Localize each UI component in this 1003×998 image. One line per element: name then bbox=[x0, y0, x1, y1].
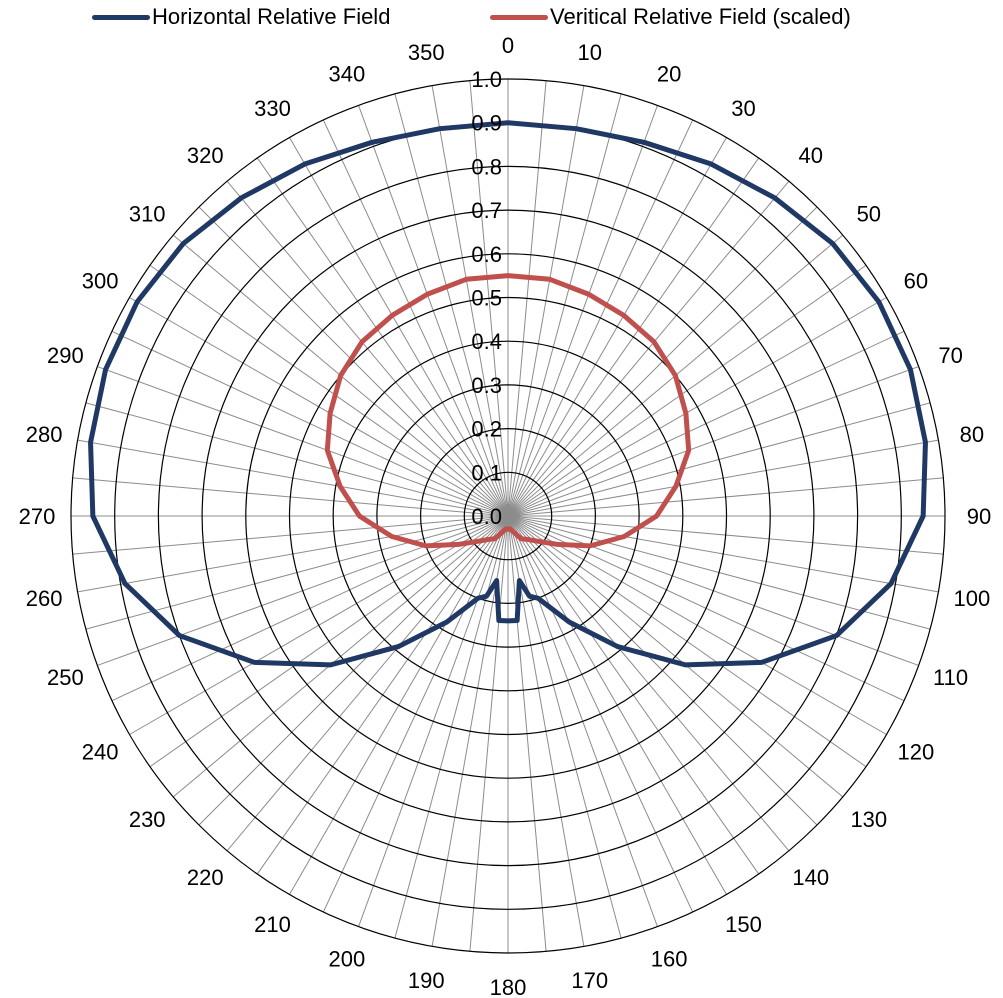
angle-label-100: 100 bbox=[953, 586, 990, 611]
grid-ring-1 bbox=[463, 471, 553, 561]
angle-label-30: 30 bbox=[731, 96, 755, 121]
radial-tick-label-1: 0.1 bbox=[471, 460, 502, 485]
legend-label-vertical: Veritical Relative Field (scaled) bbox=[550, 4, 851, 29]
angle-label-160: 160 bbox=[651, 947, 688, 972]
angle-label-90: 90 bbox=[967, 504, 991, 529]
angle-label-20: 20 bbox=[657, 61, 681, 86]
legend-item-vertical: Veritical Relative Field (scaled) bbox=[490, 4, 851, 30]
radial-tick-label-2: 0.2 bbox=[471, 417, 502, 442]
grid-ring-4 bbox=[332, 340, 684, 692]
legend-swatch-horizontal bbox=[92, 14, 150, 20]
angle-label-150: 150 bbox=[725, 912, 762, 937]
angle-label-180: 180 bbox=[490, 975, 527, 998]
grid-ring-2 bbox=[420, 428, 597, 605]
legend-swatch-vertical bbox=[490, 14, 548, 20]
angle-label-230: 230 bbox=[129, 807, 166, 832]
angle-label-110: 110 bbox=[933, 665, 968, 690]
grid-ring-3 bbox=[376, 384, 640, 648]
angle-label-260: 260 bbox=[26, 586, 63, 611]
angle-label-220: 220 bbox=[187, 865, 224, 890]
angle-label-300: 300 bbox=[82, 269, 119, 294]
angle-label-350: 350 bbox=[408, 40, 445, 65]
radial-tick-labels: 0.0 0.1 0.2 0.3 0.4 0.5 0.6 0.7 0.8 0.9 1.0 bbox=[471, 67, 502, 529]
angle-label-10: 10 bbox=[578, 40, 602, 65]
angle-label-80: 80 bbox=[960, 422, 984, 447]
angle-label-190: 190 bbox=[408, 968, 445, 993]
series-line-0 bbox=[88, 120, 928, 668]
angular-tick-labels: 0 10 20 30 40 50 60 70 80 90 100 110 120 130 140 150 160… bbox=[19, 33, 992, 998]
angle-label-280: 280 bbox=[26, 422, 63, 447]
angle-label-130: 130 bbox=[850, 807, 887, 832]
radial-tick-label-8: 0.8 bbox=[471, 154, 502, 179]
angle-label-70: 70 bbox=[938, 343, 962, 368]
angle-label-140: 140 bbox=[792, 865, 829, 890]
radial-grid-rings bbox=[70, 78, 946, 954]
angle-label-0: 0 bbox=[502, 33, 514, 58]
radial-tick-label-0: 0.0 bbox=[471, 504, 502, 529]
grid-ring-5 bbox=[288, 296, 728, 736]
grid-ring-10 bbox=[70, 78, 946, 954]
angle-label-60: 60 bbox=[904, 269, 928, 294]
angle-label-250: 250 bbox=[47, 665, 84, 690]
grid-ring-7 bbox=[201, 209, 815, 823]
chart-legend: Horizontal Relative Field Veritical Rela… bbox=[0, 0, 1003, 44]
angle-label-170: 170 bbox=[571, 968, 608, 993]
angle-label-340: 340 bbox=[329, 61, 366, 86]
grid-ring-6 bbox=[245, 253, 771, 779]
angle-label-120: 120 bbox=[898, 740, 935, 765]
series-layer bbox=[88, 120, 928, 668]
series-line-1 bbox=[324, 273, 692, 549]
angle-label-310: 310 bbox=[129, 201, 166, 226]
angle-label-50: 50 bbox=[857, 201, 881, 226]
legend-item-horizontal: Horizontal Relative Field bbox=[92, 4, 390, 30]
legend-label-horizontal: Horizontal Relative Field bbox=[152, 4, 391, 29]
radial-tick-label-10: 1.0 bbox=[471, 67, 502, 92]
radial-tick-label-3: 0.3 bbox=[471, 373, 502, 398]
radial-tick-label-6: 0.6 bbox=[471, 242, 502, 267]
grid-ring-8 bbox=[157, 165, 859, 867]
radial-tick-label-9: 0.9 bbox=[471, 111, 502, 136]
angle-label-200: 200 bbox=[329, 947, 366, 972]
angle-label-290: 290 bbox=[47, 343, 84, 368]
angle-label-330: 330 bbox=[254, 96, 291, 121]
angle-label-320: 320 bbox=[187, 143, 224, 168]
angle-label-210: 210 bbox=[254, 912, 291, 937]
radial-tick-label-5: 0.5 bbox=[471, 286, 502, 311]
angle-label-40: 40 bbox=[799, 143, 823, 168]
radial-tick-label-7: 0.7 bbox=[471, 198, 502, 223]
radial-tick-label-4: 0.4 bbox=[471, 329, 502, 354]
angle-label-270: 270 bbox=[19, 504, 56, 529]
angle-label-240: 240 bbox=[82, 740, 119, 765]
